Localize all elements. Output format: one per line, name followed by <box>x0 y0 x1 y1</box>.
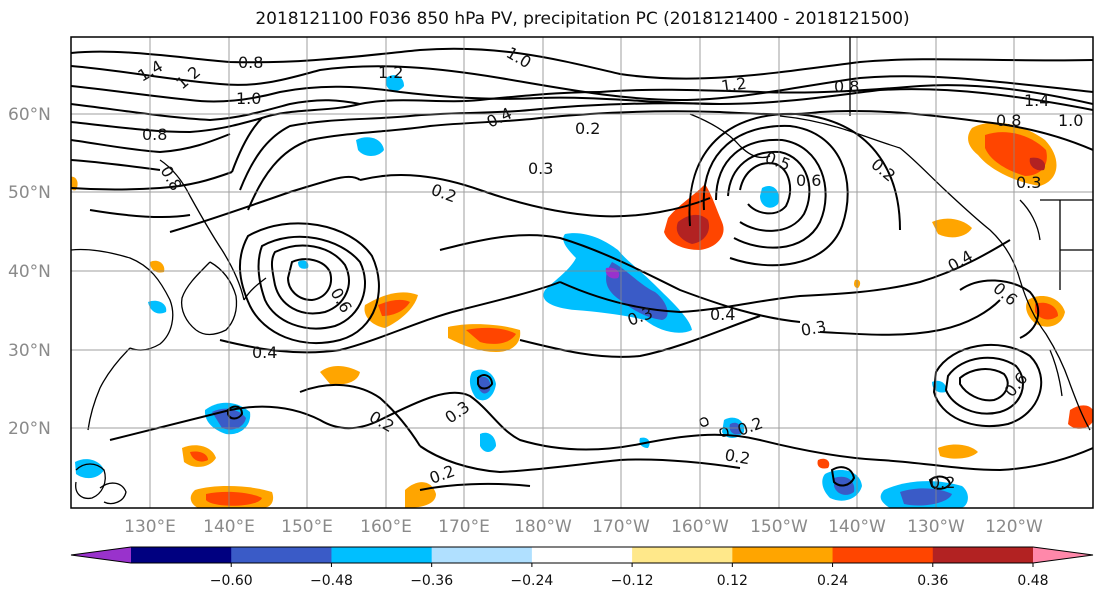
contour-label: 0.4 <box>710 305 735 324</box>
lon-label: 150°W <box>750 517 808 537</box>
graticule <box>71 37 1093 508</box>
colorbar-segment <box>331 547 433 563</box>
precip-shading <box>71 75 1093 508</box>
colorbar-tick-label: −0.12 <box>611 573 654 589</box>
contour-label: 0.3 <box>1016 173 1041 192</box>
contour-label: 0.4 <box>252 343 277 362</box>
contour-label: 0.6 <box>796 171 821 190</box>
colorbar: −0.60 −0.48 −0.36 −0.24 −0.12 0.12 0.24 0.36 0.4… <box>70 546 1094 589</box>
contour-label: 0.3 <box>528 159 553 178</box>
colorbar-segment <box>431 547 533 563</box>
colorbar-tick-label: −0.60 <box>210 573 253 589</box>
colorbar-tick-label: −0.24 <box>510 573 553 589</box>
colorbar-segment <box>131 547 232 563</box>
colorbar-segment <box>632 547 733 563</box>
longitude-labels: 130°E 140°E 150°E 160°E 170°E 180°W 170°… <box>124 517 1043 537</box>
lon-label: 180°W <box>514 517 572 537</box>
lon-label: 140°W <box>828 517 886 537</box>
colorbar-segment <box>932 547 1034 563</box>
lat-label: 40°N <box>8 262 51 282</box>
colorbar-segment <box>832 547 934 563</box>
lon-label: 130°E <box>124 517 176 537</box>
lon-label: 120°W <box>985 517 1043 537</box>
colorbar-outline <box>70 546 1094 564</box>
lon-label: 160°E <box>360 517 412 537</box>
lat-label: 50°N <box>8 183 51 203</box>
colorbar-extend-max <box>1033 547 1093 563</box>
colorbar-segment <box>531 547 633 563</box>
colorbar-tick-label: 0.48 <box>1017 573 1048 589</box>
colorbar-extend-min <box>71 547 131 563</box>
lon-label: 170°W <box>592 517 650 537</box>
lat-label: 60°N <box>8 105 51 125</box>
lat-label: 30°N <box>8 341 51 361</box>
contour-label: 0.8 <box>238 53 263 72</box>
contour-label: 1.2 <box>378 63 403 82</box>
colorbar-segment <box>732 547 834 563</box>
lat-label: 20°N <box>8 419 51 439</box>
lon-label: 170°E <box>438 517 490 537</box>
map-title: 2018121100 F036 850 hPa PV, precipitatio… <box>255 9 910 29</box>
colorbar-tick-label: 0.24 <box>817 573 848 589</box>
pv-contours <box>71 47 1093 491</box>
contour-label: 1.0 <box>1058 111 1083 130</box>
colorbar-tick-label: −0.48 <box>310 573 353 589</box>
coastlines <box>71 37 1093 505</box>
colorbar-segment <box>231 547 332 563</box>
map-area: 1.4 1.2 0.8 1.0 1.2 1.0 1.2 0.8 1.4 1.0 … <box>70 36 1094 509</box>
contour-label: 0.2 <box>575 119 600 138</box>
colorbar-tick-label: −0.36 <box>410 573 453 589</box>
contour-label: 1.0 <box>236 89 261 108</box>
contour-label: 0.3 <box>799 317 827 340</box>
contour-label: 1.4 <box>1024 91 1049 110</box>
lon-label: 150°E <box>281 517 333 537</box>
latitude-labels: 60°N 50°N 40°N 30°N 20°N <box>8 105 51 439</box>
lon-label: 160°W <box>671 517 729 537</box>
contour-label: 0.8 <box>996 111 1021 130</box>
contour-label: 0.8 <box>834 77 859 96</box>
colorbar-tick-label: 0.36 <box>917 573 948 589</box>
colorbar-tick-label: 0.12 <box>717 573 748 589</box>
lon-label: 140°E <box>203 517 255 537</box>
contour-label: 0.2 <box>930 473 955 492</box>
contour-label: 1.2 <box>720 74 748 96</box>
lon-label: 130°W <box>907 517 965 537</box>
contour-label: 0.2 <box>723 445 751 468</box>
contour-label: 0.8 <box>142 125 167 144</box>
